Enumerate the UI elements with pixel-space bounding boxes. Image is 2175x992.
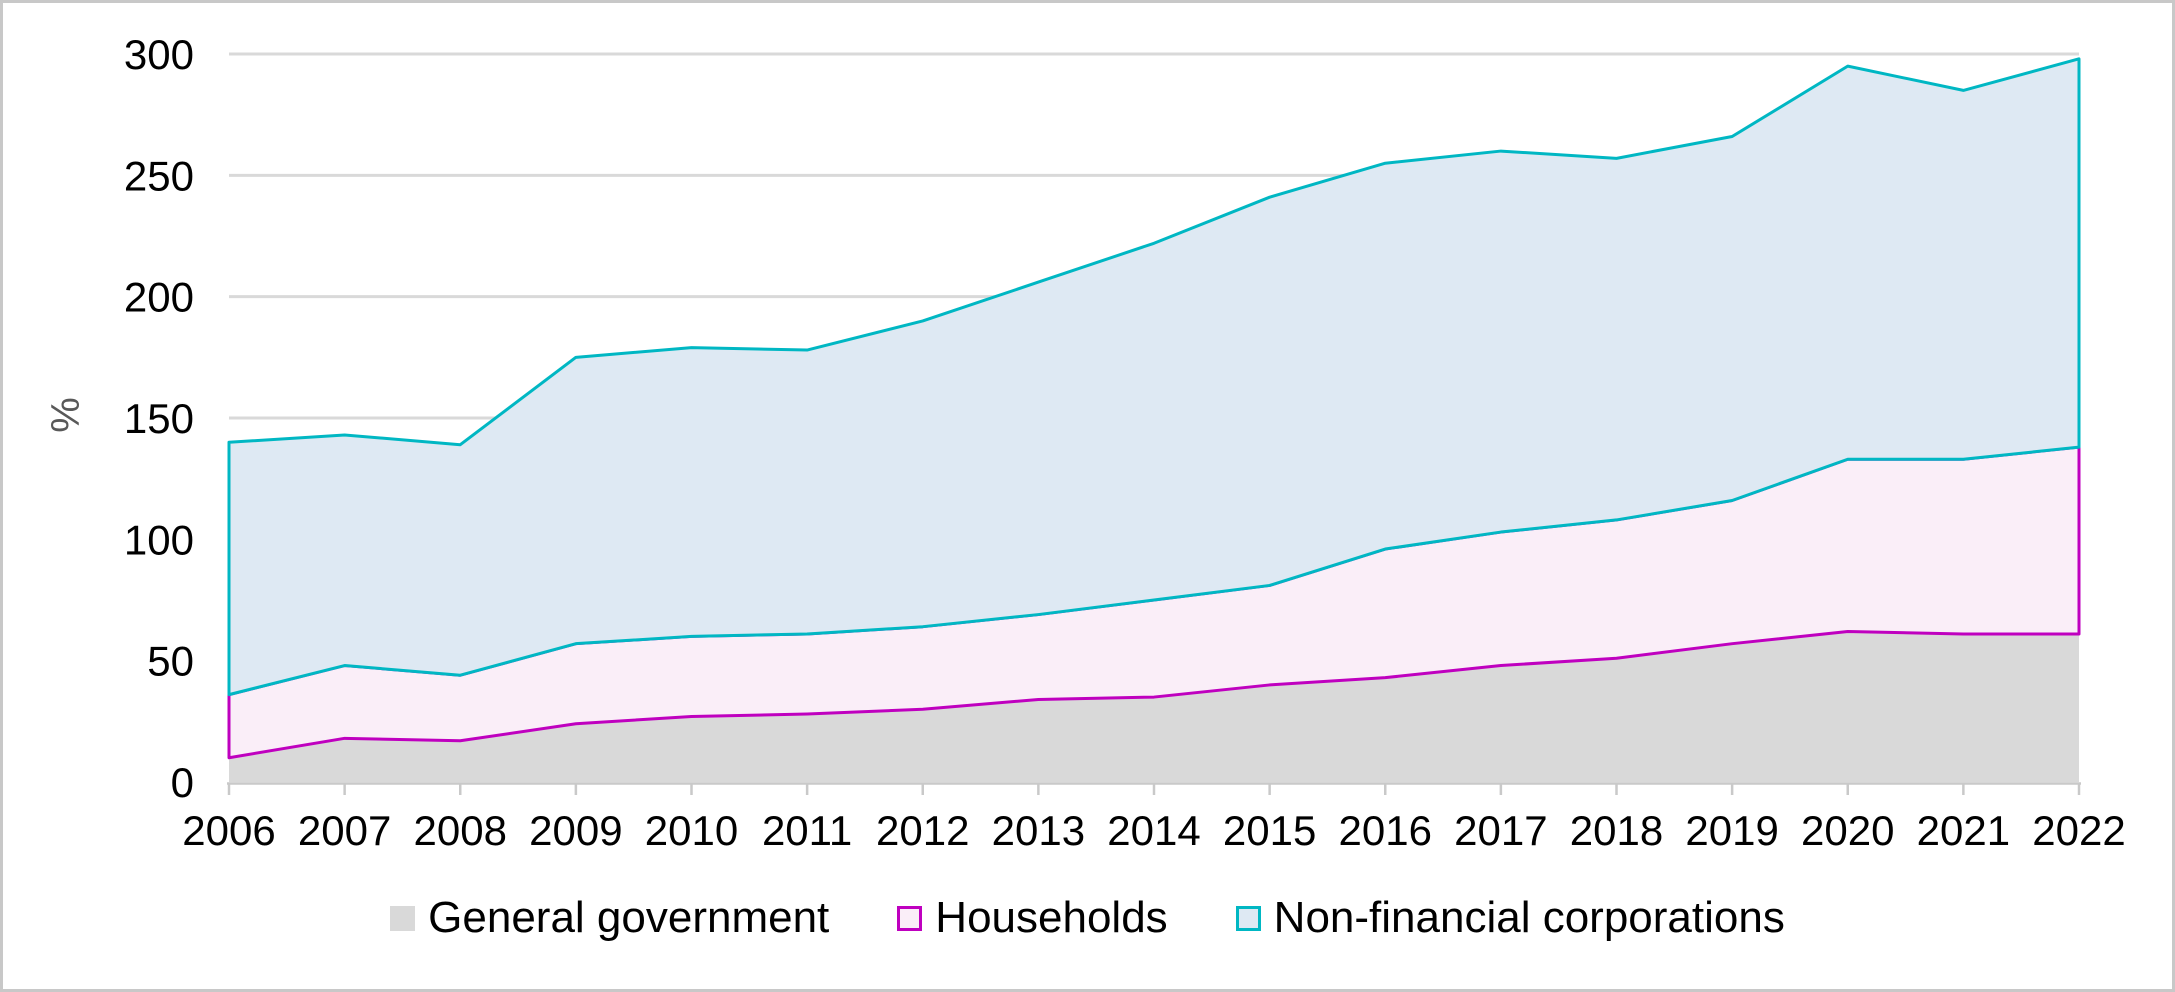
x-tick-label: 2016	[1339, 807, 1432, 854]
x-tick-label: 2017	[1454, 807, 1547, 854]
x-tick-label: 2008	[414, 807, 507, 854]
area-non-financial-corporations	[227, 57, 2081, 697]
x-tick-label: 2019	[1685, 807, 1778, 854]
x-tick-label: 2006	[182, 807, 275, 854]
y-tick-label: 250	[124, 152, 194, 199]
legend-swatch-non-financial-corporations	[1235, 905, 1261, 931]
y-tick-label: 100	[124, 516, 194, 563]
legend-item-general-government: General government	[390, 893, 829, 943]
x-tick-label: 2015	[1223, 807, 1316, 854]
x-tick-label: 2007	[298, 807, 391, 854]
y-axis-title: %	[43, 397, 88, 433]
y-tick-label: 50	[147, 638, 194, 685]
legend-swatch-general-government	[390, 905, 416, 931]
legend-item-non-financial-corporations: Non-financial corporations	[1235, 893, 1785, 943]
x-tick-label: 2022	[2032, 807, 2125, 854]
x-tick-label: 2013	[992, 807, 1085, 854]
y-tick-label: 200	[124, 274, 194, 321]
legend-label-non-financial-corporations: Non-financial corporations	[1273, 893, 1785, 942]
x-tick-label: 2009	[529, 807, 622, 854]
x-tick-label: 2021	[1917, 807, 2010, 854]
x-tick-label: 2010	[645, 807, 738, 854]
legend-label-households: Households	[935, 893, 1168, 942]
x-tick-label: 2018	[1570, 807, 1663, 854]
legend-swatch-households	[897, 905, 923, 931]
legend-item-households: Households	[897, 893, 1168, 943]
x-tick-label: 2011	[762, 807, 852, 854]
y-tick-label: 0	[171, 759, 194, 806]
y-tick-label: 150	[124, 395, 194, 442]
area-general-government	[229, 631, 2079, 782]
x-tick-label: 2014	[1107, 807, 1200, 854]
legend: General government Households Non-financ…	[0, 893, 2175, 943]
x-tick-label: 2012	[876, 807, 969, 854]
y-tick-label: 300	[124, 31, 194, 78]
x-tick-label: 2020	[1801, 807, 1894, 854]
legend-label-general-government: General government	[428, 893, 830, 942]
